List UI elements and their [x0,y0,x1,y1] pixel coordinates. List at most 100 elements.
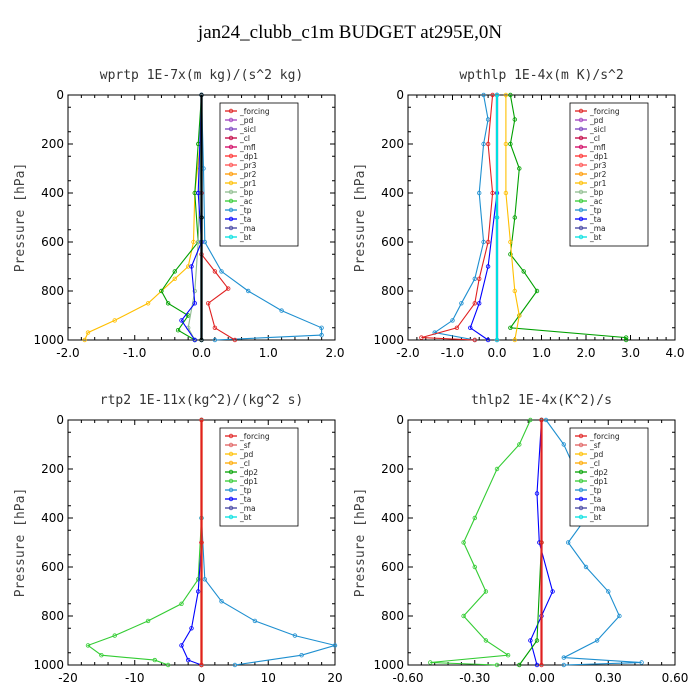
data-point [485,337,491,343]
legend-label: _ta [589,215,601,224]
data-point [512,215,517,220]
y-tick-label: 200 [381,137,404,151]
data-point [521,269,526,274]
legend-marker [578,216,584,222]
data-point [419,335,424,340]
series-line-dp1 [86,420,203,666]
data-point [332,643,338,648]
data-point [539,540,544,545]
data-point [494,662,500,668]
data-point [503,92,509,98]
legend-marker [578,171,584,177]
data-point [199,662,204,668]
legend-marker [578,153,584,159]
data-point [232,662,238,668]
legend-label: _pr3 [239,161,257,170]
legend-marker [228,180,234,186]
data-point [639,660,644,665]
legend-marker [228,153,234,159]
legend-label: _ta [239,495,251,504]
legend-marker [228,460,234,466]
data-point [145,301,151,306]
y-tick-label: 800 [381,609,404,623]
legend-marker [228,144,234,150]
data-point [192,337,197,343]
y-tick-label: 600 [41,560,64,574]
data-point [561,662,566,668]
y-tick-label: 400 [41,186,64,200]
y-tick-label: 1000 [33,658,64,672]
y-tick-label: 800 [41,284,64,298]
data-point [192,288,197,294]
data-point [528,417,533,423]
panel-title: wprtp 1E-7x(m kg)/(s^2 kg) [100,68,304,83]
data-point [159,288,164,294]
data-point [165,662,171,668]
y-tick-label: 200 [41,462,64,476]
data-point [172,276,177,281]
data-point [512,117,517,122]
series-line-ac [160,94,203,341]
data-point [468,325,473,330]
legend-marker [578,198,584,204]
legend-box [219,427,299,527]
legend-label: _ta [239,215,251,224]
x-tick-label: 0.60 [662,671,689,685]
data-point [494,92,500,98]
series-line-tp [200,94,323,341]
data-point [189,264,194,269]
y-axis-label: Pressure [hPa] [353,488,368,598]
series-line-pr1 [84,94,203,341]
data-point [517,662,522,668]
x-tick-label: 10 [261,671,276,685]
legend-marker [578,469,584,475]
legend-marker [228,451,234,457]
data-point [112,318,117,323]
data-point [212,325,218,330]
data-point [561,655,566,660]
legend-label: _tp [589,206,602,215]
data-point [225,286,231,291]
x-tick-label: 0.0 [487,346,506,360]
legend-label: _ac [589,197,602,206]
legend-label: _dp1 [589,477,608,486]
legend-marker [578,442,584,448]
data-point [508,239,513,245]
data-point [185,657,191,663]
data-point [539,417,544,423]
series-line-dp2 [518,420,543,666]
y-axis-label: Pressure [hPa] [353,163,368,273]
legend-label: _cl [589,134,600,143]
data-point [165,301,171,306]
data-point [472,515,477,521]
legend-label: _forcing [589,432,620,441]
x-tick-label: -1.0 [123,346,146,360]
legend-label: _ac [239,197,252,206]
data-point [219,599,224,604]
legend-label: _dp2 [239,468,258,477]
panel-title: thlp2 1E-4x(K^2)/s [471,393,612,408]
legend-marker [578,478,584,484]
legend-marker [578,225,584,231]
legend-marker [228,171,234,177]
data-point [594,638,600,643]
y-tick-label: 400 [41,511,64,525]
legend-marker [578,207,584,213]
data-point [175,328,181,333]
series-line-tp [433,94,489,341]
series-line-ta [529,419,554,666]
legend-label: _forcing [239,107,270,116]
data-point [566,540,571,545]
data-point [195,577,201,582]
x-tick-label: -2.0 [56,346,79,360]
legend-label: _ma [239,504,256,513]
data-point [191,239,196,245]
data-point [179,601,184,606]
data-point [539,662,544,668]
x-tick-label: 0.30 [595,671,622,685]
data-point [212,337,218,343]
data-point [534,638,540,643]
data-point [472,564,477,570]
x-tick-label: -2.0 [396,346,419,360]
